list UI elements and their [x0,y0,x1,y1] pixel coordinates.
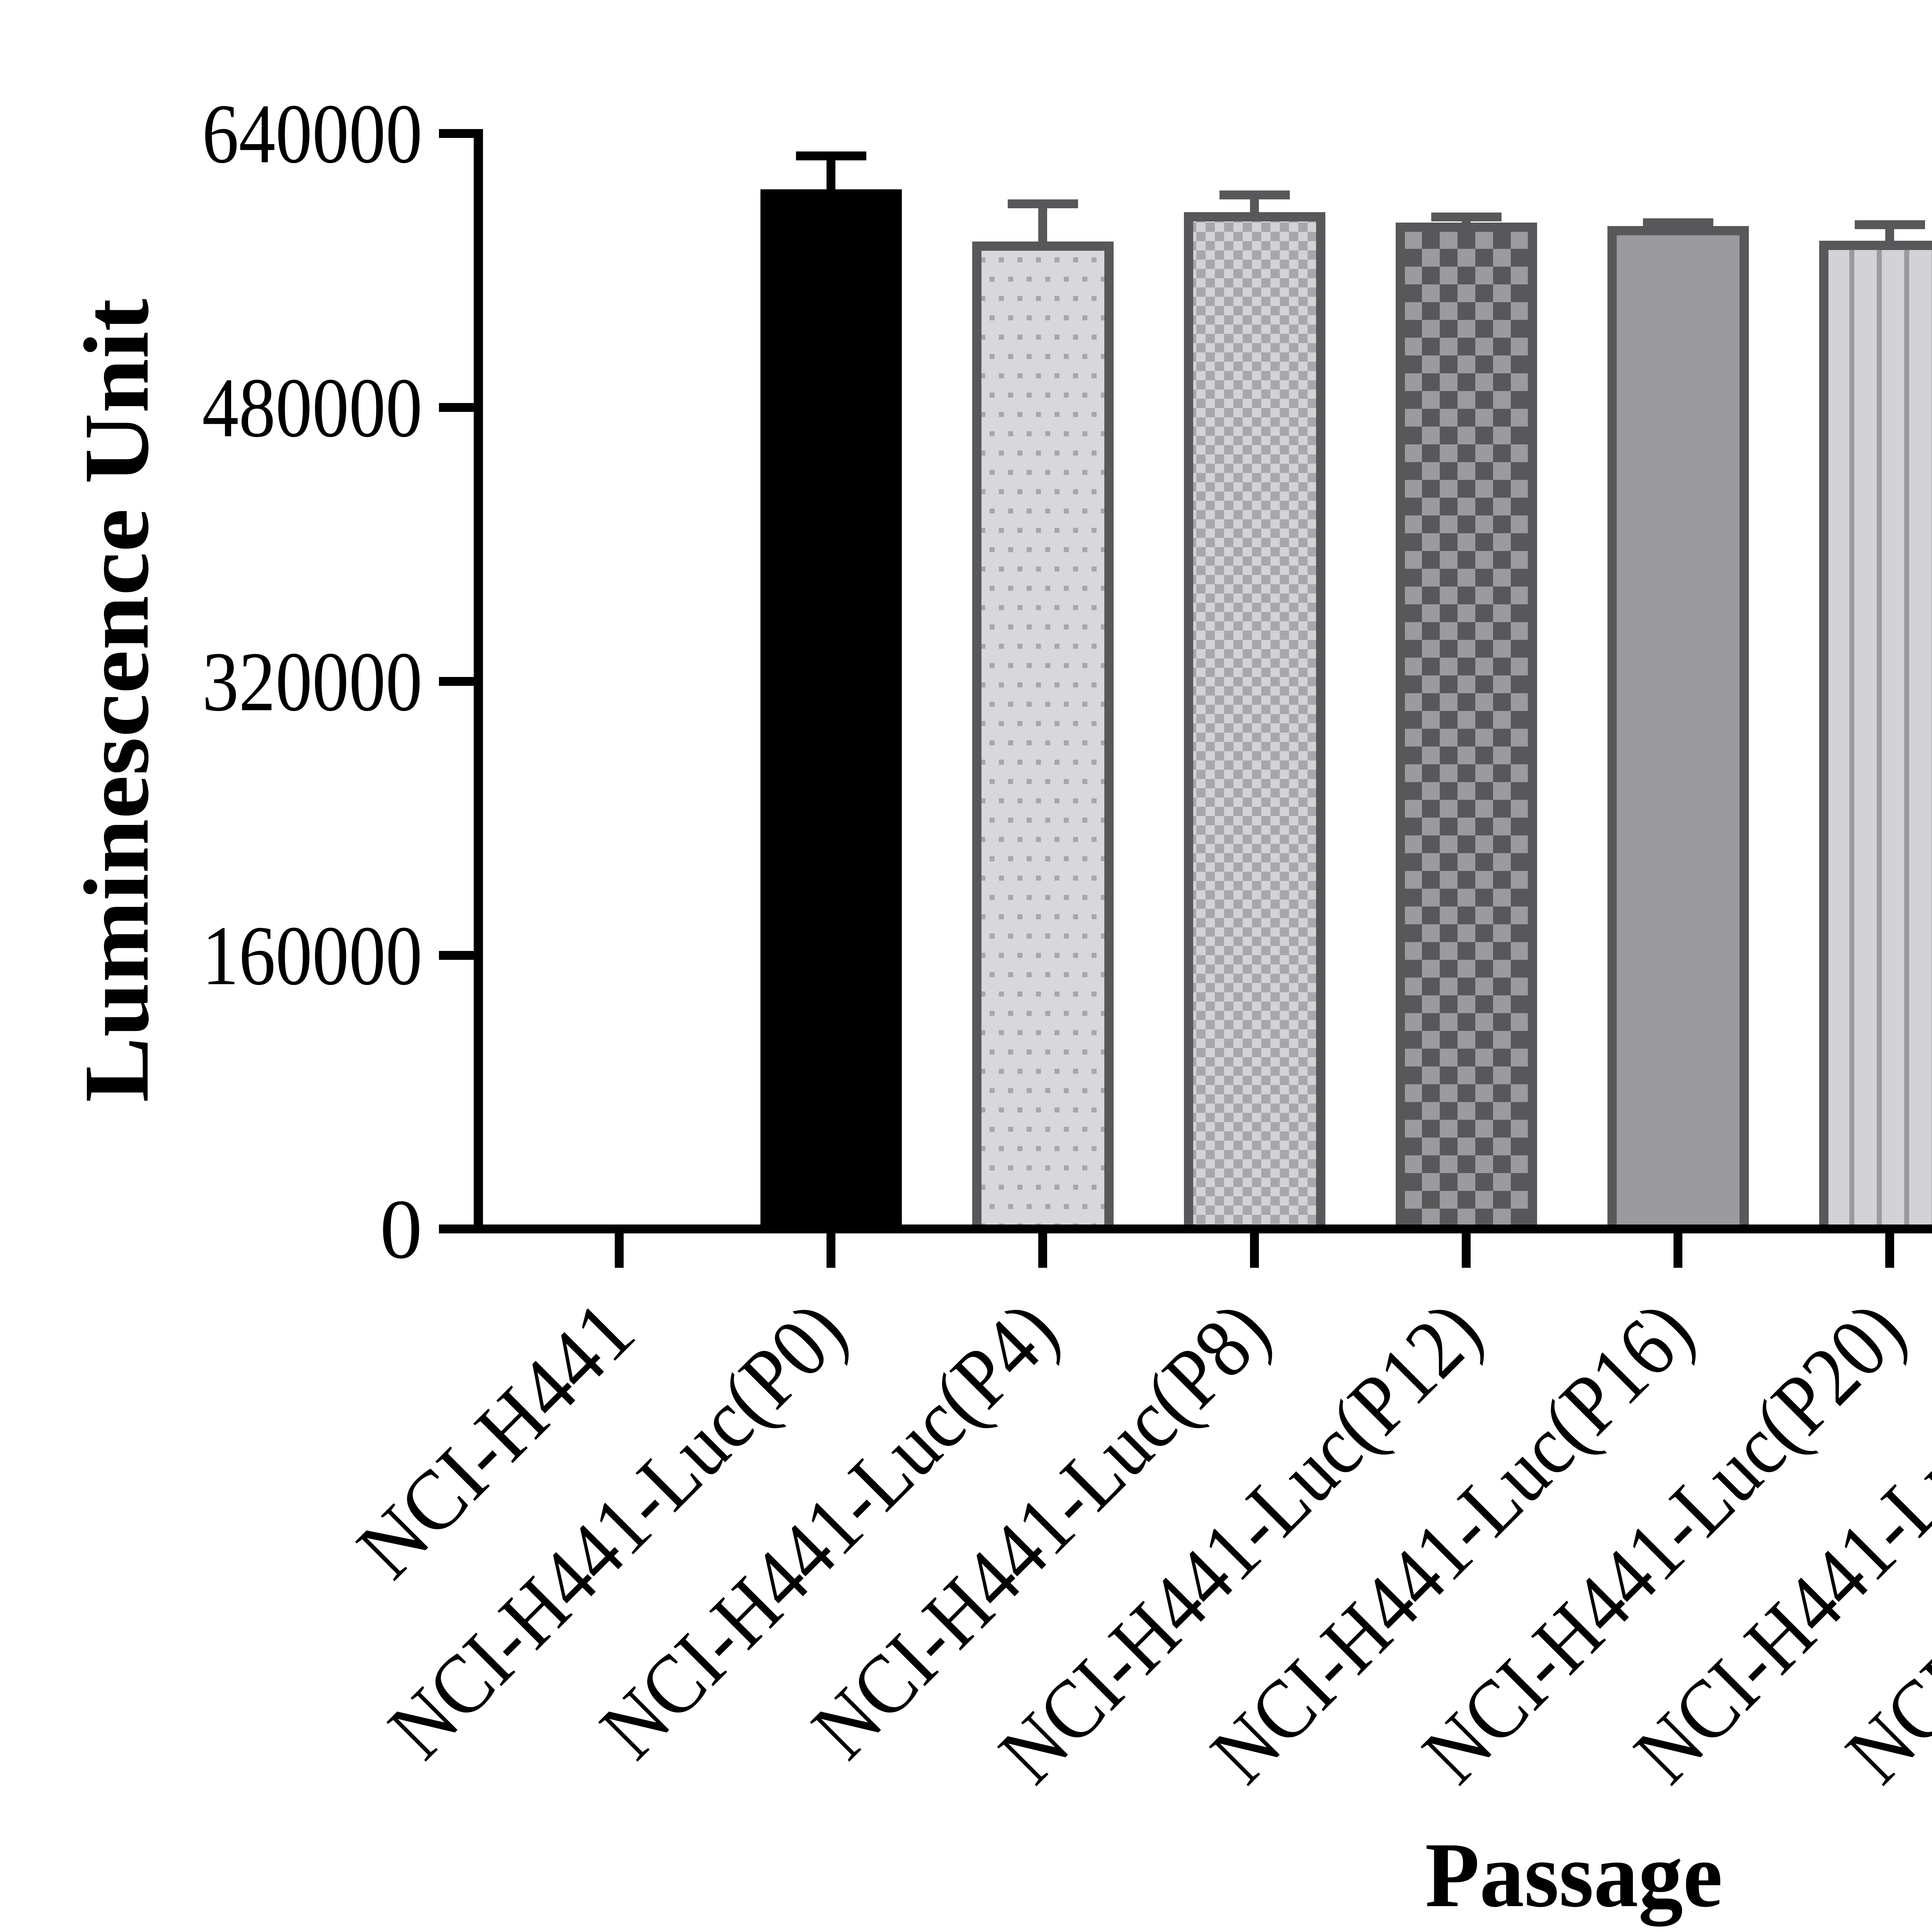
svg-text:Passage: Passage [1425,1823,1723,1927]
svg-text:480000: 480000 [202,361,422,455]
svg-text:640000: 640000 [202,87,422,181]
svg-text:320000: 320000 [202,634,422,729]
svg-text:0: 0 [380,1182,422,1276]
svg-text:160000: 160000 [202,908,422,1003]
svg-text:Luminescence Unit: Luminescence Unit [65,299,168,1102]
